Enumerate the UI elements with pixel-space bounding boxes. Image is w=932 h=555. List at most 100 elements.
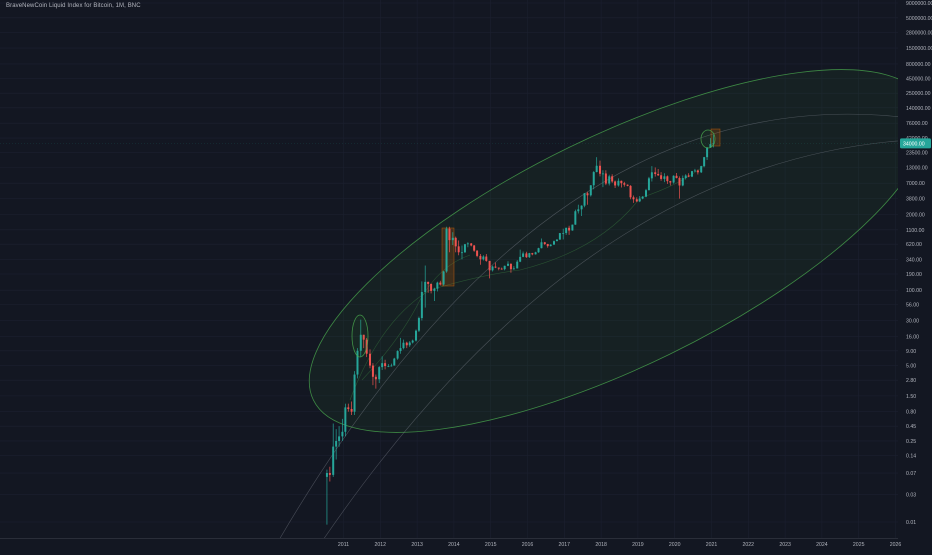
- candle-body: [712, 143, 715, 145]
- candle-body: [678, 178, 681, 186]
- candle-body: [500, 268, 503, 270]
- candle: [479, 254, 482, 265]
- lower-arc-line[interactable]: [323, 139, 930, 540]
- candle: [672, 175, 675, 184]
- candle-body: [687, 175, 690, 177]
- candle: [445, 226, 448, 273]
- inner-curve-line[interactable]: [349, 164, 706, 401]
- candle: [509, 263, 512, 273]
- y-axis[interactable]: 9000000.00 5000000.00 2800000.00 1500000.00…: [898, 0, 932, 550]
- candles-layer: [325, 134, 715, 525]
- candle: [696, 169, 699, 175]
- candle: [433, 287, 436, 301]
- candle-body: [338, 436, 341, 441]
- candle-body: [485, 256, 488, 261]
- candle-body: [332, 446, 335, 475]
- top-circle-2011[interactable]: [351, 314, 369, 358]
- candle-body: [414, 330, 417, 341]
- candle: [635, 197, 638, 203]
- candle-body: [344, 407, 347, 432]
- y-tick-label: 1100.00: [906, 228, 924, 234]
- candle: [660, 172, 663, 181]
- candle: [700, 165, 703, 174]
- candle-body: [433, 288, 436, 291]
- candle: [528, 252, 531, 258]
- candle: [531, 252, 534, 256]
- candle: [341, 418, 344, 441]
- candle-body: [497, 267, 500, 269]
- candle: [568, 225, 571, 235]
- candle-body: [359, 334, 362, 351]
- candle-body: [350, 409, 353, 412]
- channel-ellipse[interactable]: [263, 0, 932, 503]
- candle-body: [617, 180, 620, 186]
- y-tick-label: 340.00: [906, 257, 922, 263]
- candle-body: [503, 265, 506, 270]
- candle-body: [635, 199, 638, 202]
- candle: [534, 251, 537, 255]
- candle: [488, 260, 491, 279]
- candle: [574, 209, 577, 225]
- candle-body: [405, 342, 408, 346]
- y-tick-label: 56.00: [906, 303, 919, 309]
- x-tick-label: 2021: [706, 542, 718, 548]
- candle-body: [565, 227, 568, 233]
- candle: [381, 356, 384, 370]
- candle-body: [632, 197, 635, 200]
- y-tick-label: 2000.00: [906, 213, 925, 219]
- candle-body: [335, 440, 338, 447]
- top-circle-2021[interactable]: [700, 129, 716, 149]
- last-price-badge[interactable]: [900, 138, 931, 149]
- candle: [347, 403, 350, 412]
- candle-body: [589, 185, 592, 196]
- candle: [384, 359, 387, 370]
- candle: [390, 363, 393, 367]
- candle: [684, 174, 687, 180]
- candle: [586, 191, 589, 205]
- candle: [571, 224, 574, 231]
- candle-body: [703, 157, 706, 167]
- candle: [396, 350, 399, 360]
- candle-body: [623, 183, 626, 185]
- x-tick-label: 2024: [816, 542, 828, 548]
- upper-arc-line[interactable]: [279, 113, 930, 540]
- price-scale-background: [898, 0, 932, 550]
- candle: [537, 247, 540, 253]
- candle: [604, 170, 607, 186]
- candle-body: [512, 268, 515, 270]
- y-tick-label: 140000.00: [906, 106, 931, 112]
- x-axis[interactable]: 2011 2012 2013 2014 2015 2016 2017 2018 2019 2020…: [0, 538, 901, 549]
- x-tick-label: 2019: [632, 542, 644, 548]
- candle-body: [580, 205, 583, 210]
- y-tick-label: 9.00: [906, 349, 916, 355]
- candle-body: [451, 237, 454, 241]
- candle: [476, 250, 479, 258]
- y-tick-label: 76000.00: [906, 121, 928, 127]
- candle-body: [341, 431, 344, 437]
- candle: [332, 423, 335, 477]
- candle-body: [430, 283, 433, 291]
- candle-body: [555, 239, 558, 242]
- y-tick-label: 0.14: [906, 454, 916, 460]
- candle: [491, 265, 494, 272]
- last-price-label: 34000.00: [903, 141, 925, 147]
- candle: [436, 281, 439, 292]
- top-box-2013[interactable]: [441, 227, 455, 287]
- candle-body: [516, 261, 519, 269]
- candle-body: [371, 365, 374, 377]
- candle: [430, 283, 433, 294]
- candle: [543, 241, 546, 246]
- candle: [328, 466, 331, 482]
- y-tick-label: 450000.00: [906, 76, 931, 82]
- y-tick-label: 0.80: [906, 410, 916, 416]
- candle-body: [436, 282, 439, 289]
- candle-body: [390, 365, 393, 367]
- candle-body: [654, 172, 657, 174]
- top-box-2021[interactable]: [710, 128, 721, 147]
- candle-body: [684, 175, 687, 179]
- candle-body: [396, 351, 399, 359]
- y-tick-label: 2.80: [906, 378, 916, 384]
